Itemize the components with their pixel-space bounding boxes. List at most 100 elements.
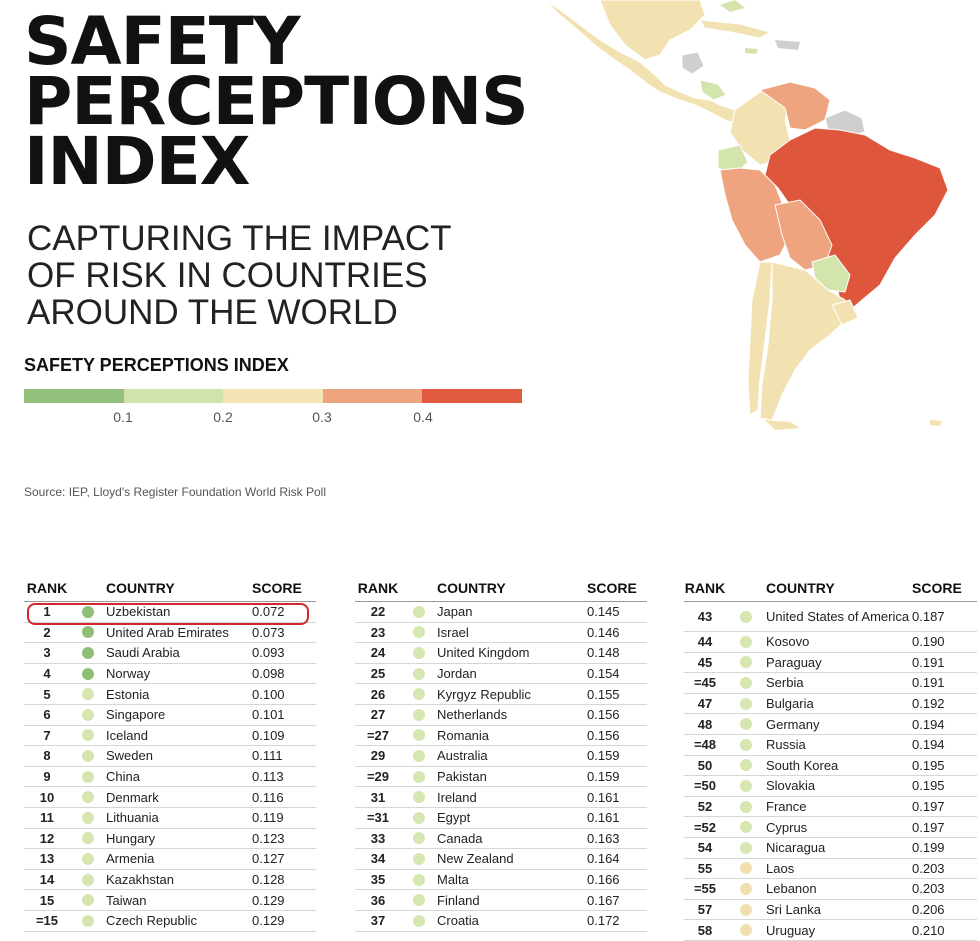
dot-cell bbox=[726, 610, 766, 623]
americas-map bbox=[544, 0, 949, 430]
dot-cell bbox=[401, 626, 437, 639]
subtitle-line: CAPTURING THE IMPACT bbox=[27, 219, 452, 258]
score-cell: 0.195 bbox=[912, 757, 945, 773]
legend-title: SAFETY PERCEPTIONS INDEX bbox=[24, 355, 289, 375]
table-row: 43 United States of America 0.187 bbox=[684, 602, 977, 632]
rank-cell: =55 bbox=[693, 881, 717, 897]
page-title: SAFETY PERCEPTIONS INDEX bbox=[24, 9, 529, 195]
score-cell: 0.109 bbox=[252, 727, 285, 743]
ranking-table-3: RANK COUNTRY SCORE 43 United States of Ameri… bbox=[684, 575, 977, 941]
score-dot-icon bbox=[82, 688, 94, 701]
score-dot-icon bbox=[740, 718, 752, 731]
score-cell: 0.129 bbox=[252, 892, 285, 908]
table-row: 26 Kyrgyz Republic 0.155 bbox=[355, 684, 647, 705]
score-cell: 0.187 bbox=[912, 609, 945, 624]
dot-cell bbox=[401, 708, 437, 721]
score-dot-icon bbox=[740, 924, 752, 937]
score-dot-icon bbox=[413, 708, 425, 721]
table-row: 22 Japan 0.145 bbox=[355, 602, 647, 623]
rank-cell: 29 bbox=[370, 748, 386, 764]
country-cell: Singapore bbox=[106, 707, 166, 723]
country-cell: Paraguay bbox=[766, 654, 822, 670]
country-cell: Netherlands bbox=[437, 707, 508, 723]
legend-tick: 0.3 bbox=[312, 409, 332, 425]
dot-cell bbox=[726, 882, 766, 895]
dot-cell bbox=[70, 914, 106, 927]
score-cell: 0.148 bbox=[587, 645, 620, 661]
table-row: =50 Slovakia 0.195 bbox=[684, 776, 977, 797]
table-row: 57 Sri Lanka 0.206 bbox=[684, 900, 977, 921]
rank-cell: 58 bbox=[697, 922, 713, 938]
rank-cell: 48 bbox=[697, 716, 713, 732]
score-cell: 0.203 bbox=[912, 860, 945, 876]
dot-cell bbox=[70, 646, 106, 659]
table-row: =29 Pakistan 0.159 bbox=[355, 767, 647, 788]
dot-cell bbox=[401, 811, 437, 824]
country-cell: Taiwan bbox=[106, 892, 147, 908]
rank-cell: =29 bbox=[366, 769, 390, 785]
country-cell: Czech Republic bbox=[106, 913, 198, 929]
rank-cell: 27 bbox=[370, 707, 386, 723]
rank-cell: 25 bbox=[370, 666, 386, 682]
score-cell: 0.119 bbox=[252, 810, 284, 826]
country-cell: Romania bbox=[437, 727, 490, 743]
rank-cell: 1 bbox=[43, 604, 51, 620]
table-row: 35 Malta 0.166 bbox=[355, 870, 647, 891]
score-dot-icon bbox=[740, 841, 752, 854]
rank-header: RANK bbox=[26, 580, 68, 596]
country-cell: China bbox=[106, 769, 140, 785]
map-region-falklands bbox=[930, 420, 942, 426]
table-row: 37 Croatia 0.172 bbox=[355, 911, 647, 932]
rank-cell: 6 bbox=[43, 707, 51, 723]
score-cell: 0.145 bbox=[587, 604, 620, 620]
rank-cell: 31 bbox=[370, 789, 386, 805]
rank-cell: 3 bbox=[43, 645, 51, 661]
score-header: SCORE bbox=[252, 580, 302, 596]
table-row: 6 Singapore 0.101 bbox=[24, 705, 316, 726]
country-cell: Ireland bbox=[437, 789, 477, 805]
map-region-tierra-del-fuego bbox=[765, 420, 800, 430]
rank-cell: 44 bbox=[697, 634, 713, 650]
map-region-central bbox=[699, 79, 727, 101]
dot-cell bbox=[70, 688, 106, 701]
country-cell: Lithuania bbox=[106, 810, 159, 826]
dot-cell bbox=[726, 635, 766, 648]
score-cell: 0.129 bbox=[252, 913, 285, 929]
score-cell: 0.156 bbox=[587, 707, 620, 723]
title-line: PERCEPTIONS bbox=[24, 63, 529, 140]
country-cell: New Zealand bbox=[437, 851, 514, 867]
table-row: =55 Lebanon 0.203 bbox=[684, 879, 977, 900]
score-dot-icon bbox=[413, 791, 425, 804]
score-cell: 0.159 bbox=[587, 769, 620, 785]
score-dot-icon bbox=[82, 914, 94, 927]
country-cell: Canada bbox=[437, 830, 483, 846]
dot-cell bbox=[401, 894, 437, 907]
table-row: 48 Germany 0.194 bbox=[684, 714, 977, 735]
dot-cell bbox=[401, 791, 437, 804]
rank-cell: 11 bbox=[40, 810, 54, 826]
dot-cell bbox=[726, 718, 766, 731]
score-cell: 0.166 bbox=[587, 872, 620, 888]
rank-cell: 33 bbox=[370, 830, 386, 846]
rank-cell: =45 bbox=[693, 675, 717, 691]
score-cell: 0.197 bbox=[912, 799, 945, 815]
rank-cell: 47 bbox=[697, 696, 713, 712]
score-cell: 0.113 bbox=[252, 769, 284, 785]
rank-cell: 24 bbox=[370, 645, 386, 661]
rank-cell: 54 bbox=[697, 840, 713, 856]
score-dot-icon bbox=[413, 749, 425, 762]
table-row: 27 Netherlands 0.156 bbox=[355, 705, 647, 726]
table-row: 23 Israel 0.146 bbox=[355, 623, 647, 644]
rank-header: RANK bbox=[684, 580, 726, 596]
score-dot-icon bbox=[740, 862, 752, 875]
table-row: =31 Egypt 0.161 bbox=[355, 808, 647, 829]
table-header: RANK COUNTRY SCORE bbox=[355, 575, 647, 602]
score-cell: 0.116 bbox=[252, 789, 284, 805]
ranking-table-2: RANK COUNTRY SCORE 22 Japan 0.145 23 Israel 0.14… bbox=[355, 575, 647, 932]
legend-color-bar bbox=[24, 389, 522, 403]
source-note: Source: IEP, Lloyd's Register Foundation… bbox=[24, 485, 326, 499]
dot-cell bbox=[70, 852, 106, 865]
country-cell: Serbia bbox=[766, 675, 804, 691]
score-dot-icon bbox=[82, 667, 94, 680]
rank-cell: =27 bbox=[366, 727, 390, 743]
